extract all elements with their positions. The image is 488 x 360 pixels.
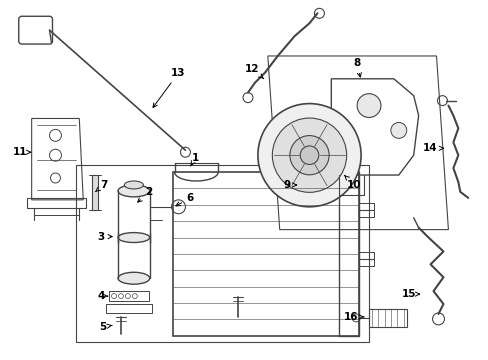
Text: 13: 13 xyxy=(153,68,185,107)
Bar xyxy=(109,291,148,301)
Text: 4: 4 xyxy=(97,291,107,301)
Bar xyxy=(358,252,373,266)
Text: 7: 7 xyxy=(95,180,107,192)
Ellipse shape xyxy=(118,272,149,284)
Text: 8: 8 xyxy=(353,58,361,77)
Text: 1: 1 xyxy=(190,153,199,166)
Circle shape xyxy=(257,104,360,207)
Text: 16: 16 xyxy=(343,312,363,322)
Bar xyxy=(358,203,373,217)
Bar xyxy=(172,172,358,336)
Circle shape xyxy=(289,136,328,175)
Bar xyxy=(27,198,86,208)
Ellipse shape xyxy=(118,233,149,243)
Text: 2: 2 xyxy=(138,187,152,202)
Text: 14: 14 xyxy=(423,143,443,153)
Text: 5: 5 xyxy=(99,322,112,332)
Text: 10: 10 xyxy=(344,175,361,190)
Circle shape xyxy=(390,122,406,138)
Bar xyxy=(92,175,98,210)
Text: 11: 11 xyxy=(13,147,31,157)
Circle shape xyxy=(272,118,346,192)
Text: 6: 6 xyxy=(176,193,194,206)
Circle shape xyxy=(356,94,380,117)
Ellipse shape xyxy=(118,185,149,197)
Bar xyxy=(106,304,151,313)
Text: 15: 15 xyxy=(401,289,419,299)
Text: 9: 9 xyxy=(283,180,296,190)
Bar xyxy=(368,309,406,327)
Text: 3: 3 xyxy=(97,231,112,242)
Bar xyxy=(76,165,368,342)
Bar xyxy=(339,172,358,336)
Ellipse shape xyxy=(124,181,143,189)
Text: 12: 12 xyxy=(244,64,263,78)
Circle shape xyxy=(300,146,318,165)
